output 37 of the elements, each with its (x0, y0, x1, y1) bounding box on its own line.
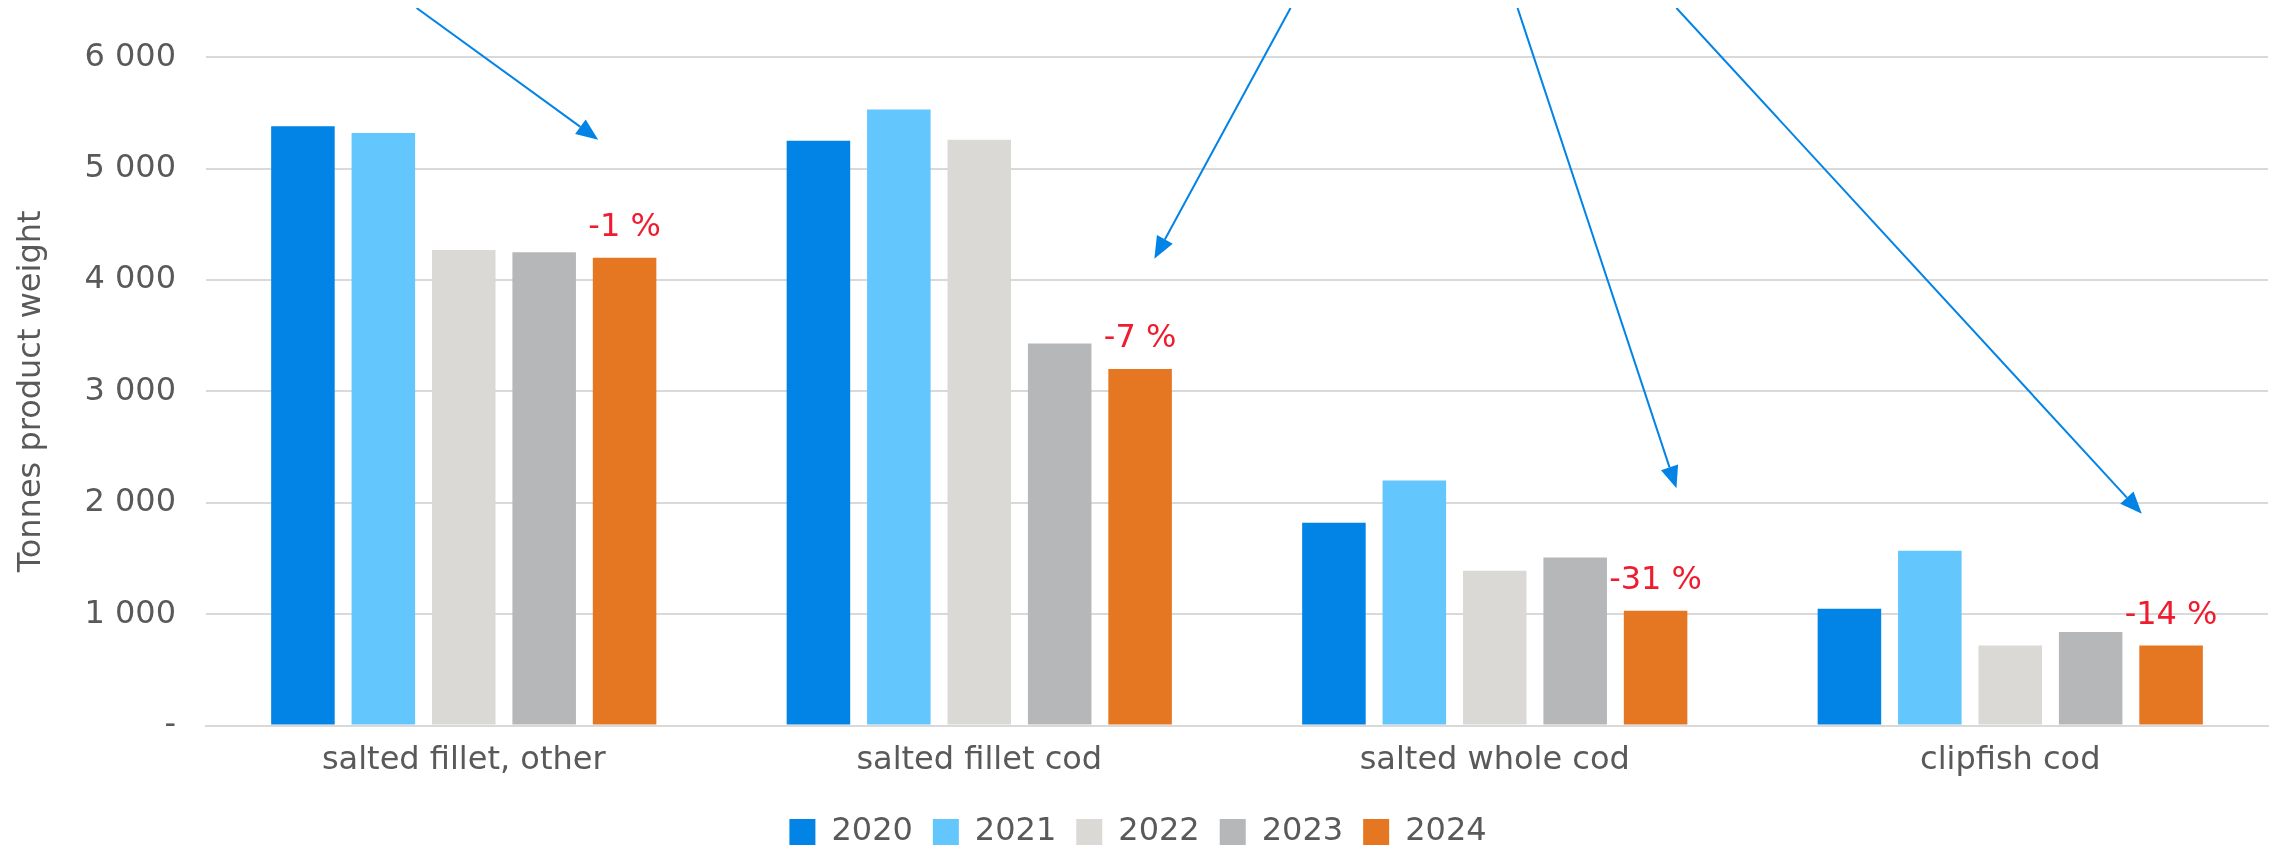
annotation: -7 % (1103, 317, 1177, 356)
x-tick-label: salted whole cod (1359, 739, 1630, 778)
legend-label: 2024 (1405, 810, 1487, 849)
legend-label: 2020 (831, 810, 913, 849)
bar (2058, 632, 2123, 725)
bar (1302, 522, 1366, 725)
y-tick-label: 3 000 (84, 369, 177, 408)
legend-label: 2023 (1261, 810, 1344, 849)
y-tick-label: 5 000 (84, 146, 177, 185)
x-tick-label: clipfish cod (1920, 739, 2101, 778)
bar (271, 126, 335, 725)
bar (592, 257, 657, 725)
bar (786, 140, 851, 725)
bar (1027, 343, 1092, 725)
bar (1382, 480, 1447, 725)
legend-label: 2022 (1118, 810, 1200, 849)
y-tick-label: - (164, 703, 177, 742)
bar (512, 252, 576, 725)
bar (1817, 608, 1882, 725)
bar (1623, 610, 1688, 725)
bar (2139, 645, 2203, 725)
annotation: -14 % (2124, 593, 2218, 632)
x-tick-label: salted fillet, other (321, 739, 607, 778)
legend-label: 2021 (974, 810, 1057, 849)
annotation: -1 % (588, 206, 661, 245)
y-tick-label: 4 000 (84, 258, 177, 297)
bar (351, 132, 416, 725)
bar (1108, 369, 1172, 725)
x-tick-label: salted fillet cod (856, 739, 1103, 778)
bar (867, 109, 931, 725)
annotation: -31 % (1609, 559, 1703, 598)
bar (1898, 550, 1962, 725)
y-axis-title: Tonnes product weight (9, 210, 48, 574)
y-tick-label: 1 000 (84, 592, 177, 631)
y-tick-label: 6 000 (84, 35, 177, 74)
y-tick-label: 2 000 (84, 481, 177, 520)
bar (1543, 557, 1607, 725)
